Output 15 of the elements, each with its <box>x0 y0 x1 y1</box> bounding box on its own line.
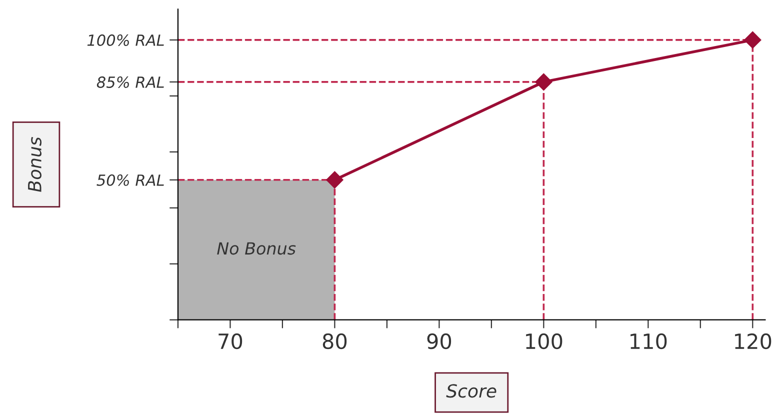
band-label: No Bonus <box>217 242 296 255</box>
point <box>535 73 552 90</box>
x-axis-title: Score <box>446 384 496 398</box>
x-tick-label: 70 <box>218 333 242 350</box>
x-tick-label: 100 <box>526 333 562 350</box>
y-tick-label: 50% RAL <box>96 174 164 186</box>
point <box>744 31 762 49</box>
y-axis-title: Bonus <box>28 137 42 192</box>
x-tick-label: 120 <box>735 333 772 350</box>
y-tick-label: 85% RAL <box>96 76 164 88</box>
x-tick-label: 110 <box>630 333 667 350</box>
y-tick-label: 100% RAL <box>87 34 164 46</box>
x-tick-label: 90 <box>427 333 452 350</box>
x-tick-label: 80 <box>322 333 347 350</box>
point <box>326 171 344 188</box>
